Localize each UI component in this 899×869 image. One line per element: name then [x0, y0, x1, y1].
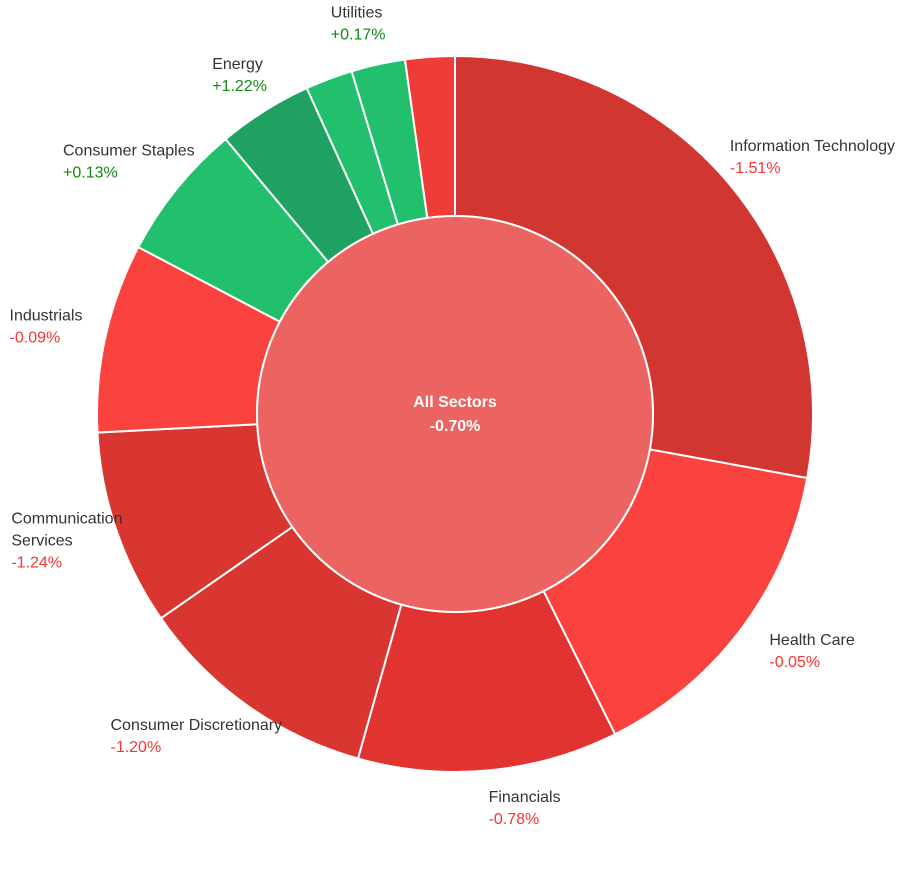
- sector-change-energy: +1.22%: [212, 78, 267, 95]
- center-label-change: -0.70%: [430, 418, 481, 435]
- sector-change-financials: -0.78%: [489, 811, 540, 828]
- sector-change-consumer-discretionary: -1.20%: [110, 739, 161, 756]
- label-industrials: Industrials -0.09%: [10, 307, 83, 346]
- label-health-care: Health Care -0.05%: [769, 632, 854, 671]
- sector-change-health-care: -0.05%: [769, 654, 820, 671]
- label-consumer-staples: Consumer Staples +0.13%: [63, 143, 195, 182]
- sector-name-communication-services-1: Services: [11, 533, 72, 550]
- sector-change-communication-services: -1.24%: [11, 555, 62, 572]
- center-disc-all-sectors[interactable]: [256, 215, 654, 613]
- sector-name-information-technology: Information Technology: [730, 138, 895, 155]
- label-energy: Energy +1.22%: [212, 56, 267, 95]
- label-communication-services: Communication Services -1.24%: [11, 511, 122, 572]
- sector-name-industrials: Industrials: [10, 307, 83, 324]
- sector-name-health-care: Health Care: [769, 632, 854, 649]
- sector-name-consumer-staples: Consumer Staples: [63, 143, 195, 160]
- sector-name-energy: Energy: [212, 56, 263, 73]
- label-information-technology: Information Technology -1.51%: [730, 138, 895, 177]
- label-financials: Financials -0.78%: [489, 789, 561, 828]
- sector-change-information-technology: -1.51%: [730, 160, 781, 177]
- sector-change-consumer-staples: +0.13%: [63, 165, 118, 182]
- sector-name-financials: Financials: [489, 789, 561, 806]
- sector-name-consumer-discretionary: Consumer Discretionary: [110, 717, 282, 734]
- sector-change-industrials: -0.09%: [10, 329, 61, 346]
- sector-name-communication-services-0: Communication: [11, 511, 122, 528]
- sector-name-utilities: Utilities: [331, 4, 383, 21]
- label-utilities: Utilities +0.17%: [331, 4, 386, 43]
- label-consumer-discretionary: Consumer Discretionary -1.20%: [110, 717, 282, 756]
- sector-change-utilities: +0.17%: [331, 26, 386, 43]
- center-label-name: All Sectors: [413, 394, 497, 411]
